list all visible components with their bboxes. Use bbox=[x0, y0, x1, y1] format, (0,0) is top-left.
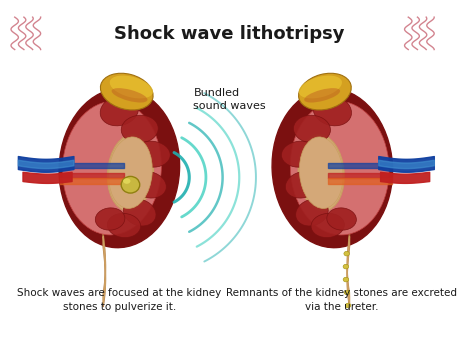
Ellipse shape bbox=[300, 137, 343, 209]
Ellipse shape bbox=[290, 101, 389, 235]
Ellipse shape bbox=[100, 96, 138, 126]
Ellipse shape bbox=[293, 115, 330, 143]
Ellipse shape bbox=[272, 89, 392, 248]
Ellipse shape bbox=[123, 178, 130, 184]
Ellipse shape bbox=[343, 277, 349, 282]
Ellipse shape bbox=[110, 76, 153, 98]
Text: Bundled
sound waves: Bundled sound waves bbox=[193, 89, 266, 111]
Ellipse shape bbox=[344, 251, 349, 256]
Ellipse shape bbox=[344, 290, 350, 295]
Ellipse shape bbox=[313, 96, 352, 126]
Text: Shock wave lithotripsy: Shock wave lithotripsy bbox=[114, 25, 345, 44]
Ellipse shape bbox=[59, 89, 180, 248]
Ellipse shape bbox=[327, 208, 356, 230]
Ellipse shape bbox=[296, 199, 328, 226]
Ellipse shape bbox=[343, 264, 349, 269]
Text: Shock waves are focused at the kidney
stones to pulverize it.: Shock waves are focused at the kidney st… bbox=[17, 288, 221, 312]
Ellipse shape bbox=[111, 88, 147, 102]
Ellipse shape bbox=[304, 88, 340, 102]
Ellipse shape bbox=[95, 208, 125, 230]
Ellipse shape bbox=[311, 213, 344, 238]
Ellipse shape bbox=[63, 101, 161, 235]
Ellipse shape bbox=[345, 303, 351, 308]
Ellipse shape bbox=[100, 73, 153, 110]
Ellipse shape bbox=[121, 115, 158, 143]
Ellipse shape bbox=[298, 135, 344, 211]
Ellipse shape bbox=[121, 176, 140, 193]
Ellipse shape bbox=[285, 171, 320, 198]
Ellipse shape bbox=[132, 171, 166, 198]
Ellipse shape bbox=[123, 199, 156, 226]
Ellipse shape bbox=[282, 141, 319, 167]
Ellipse shape bbox=[109, 137, 152, 209]
Ellipse shape bbox=[108, 135, 154, 211]
Ellipse shape bbox=[133, 141, 170, 167]
Ellipse shape bbox=[107, 213, 141, 238]
Text: Remnants of the kidney stones are excreted
via the ureter.: Remnants of the kidney stones are excret… bbox=[226, 288, 457, 312]
Ellipse shape bbox=[299, 73, 351, 110]
Ellipse shape bbox=[299, 76, 342, 98]
